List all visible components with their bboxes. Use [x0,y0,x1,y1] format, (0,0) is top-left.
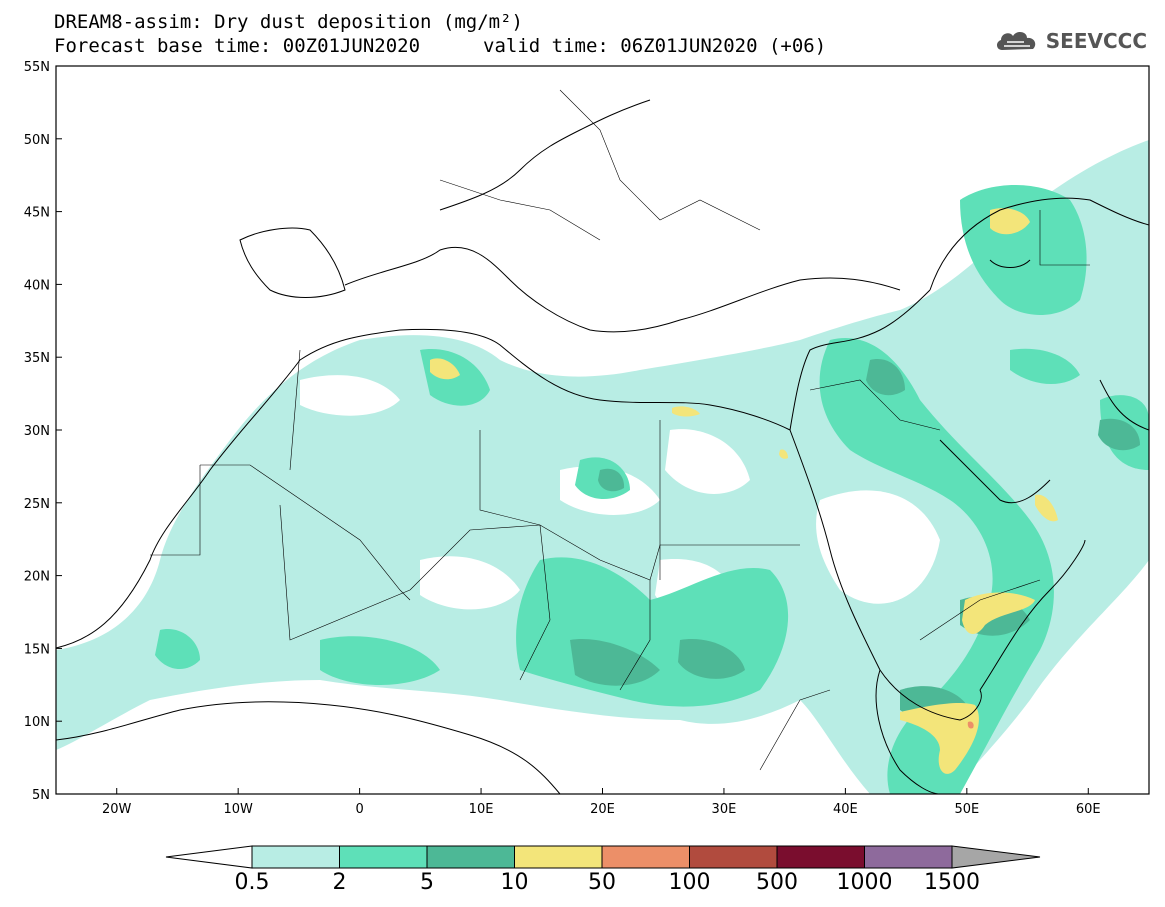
colorbar-label: 10 [500,870,529,895]
colorbar-swatch [601,845,690,869]
lon-tick-label: 60E [1076,802,1101,817]
lat-tick-label: 5N [32,788,50,803]
lon-tick-label: 20W [102,802,132,817]
lat-tick-label: 15N [24,642,50,657]
coastlines [56,99,1149,794]
valid-time: valid time: 06Z01JUN2020 (+06) [483,35,827,57]
lat-tick-label: 35N [24,351,50,366]
lon-tick-label: 40E [833,802,858,817]
lat-tick-label: 20N [24,570,50,585]
lon-tick-label: 0 [355,802,363,817]
colorbar-swatch [776,845,865,869]
brand-logo: SEEVCCC [994,28,1147,54]
lon-tick-label: 30E [712,802,737,817]
colorbar-under-arrow [165,845,253,869]
lon-tick-label: 20E [590,802,615,817]
lat-tick-label: 10N [24,715,50,730]
colorbar-swatch [864,845,953,869]
colorbar-label: 50 [588,870,616,895]
colorbar-label: 100 [668,870,711,895]
cloud-icon [996,32,1035,50]
lat-tick-label: 40N [24,278,50,293]
brand-name: SEEVCCC [1045,29,1147,53]
map-title: DREAM8-assim: Dry dust deposition (mg/m²… [54,11,523,33]
colorbar-label: 1500 [924,870,980,895]
forecast-base-time: Forecast base time: 00Z01JUN2020 [54,35,421,57]
dust-field [56,140,1149,794]
lat-tick-label: 25N [24,497,50,512]
colorbar-label: 5 [420,870,434,895]
lat-tick-label: 30N [24,424,50,439]
colorbar-label: 0.5 [234,870,270,895]
lon-tick-label: 10E [469,802,494,817]
colorbar-over-arrow [951,845,1041,869]
colorbar [165,845,1041,869]
colorbar-swatch [426,845,515,869]
lon-tick-label: 10W [223,802,253,817]
lon-tick-label: 50E [954,802,979,817]
colorbar-swatch [339,845,428,869]
latitude-axis: 5N 10N 15N 20N 25N 30N 35N 40N 45N 50N 55N [24,60,62,803]
borders [150,89,1090,771]
colorbar-label: 500 [756,870,798,895]
colorbar-swatch [251,845,340,869]
lat-tick-label: 50N [24,133,50,148]
lat-tick-label: 45N [24,206,50,221]
colorbar-label: 2 [332,870,347,895]
colorbar-swatch [514,845,603,869]
colorbar-label: 1000 [836,870,893,895]
longitude-axis: 20W 10W 0 10E 20E 30E 40E 50E 60E [102,788,1101,817]
lat-tick-label: 55N [24,60,50,75]
colorbar-swatch [689,845,778,869]
